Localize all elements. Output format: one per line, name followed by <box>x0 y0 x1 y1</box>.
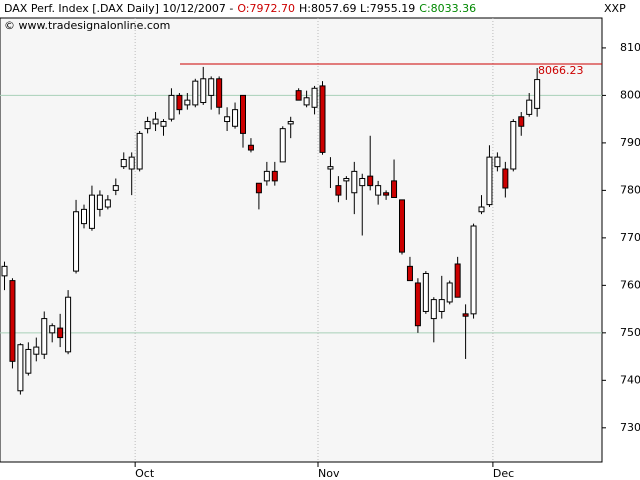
y-tick-label: 7900 <box>620 136 640 149</box>
candle-body <box>33 346 40 355</box>
candle-body <box>120 159 127 168</box>
candle-body <box>422 272 429 312</box>
candle-body <box>478 206 485 213</box>
candle-body <box>391 180 398 198</box>
header-close: C:8033.36 <box>419 2 476 15</box>
y-tick-label: 8000 <box>620 88 640 101</box>
candle-body <box>454 263 461 298</box>
candle-body <box>208 78 215 96</box>
candle-body <box>25 348 32 374</box>
header-high-low: H:8057.69 L:7955.19 <box>299 2 415 15</box>
candle-body <box>526 99 533 115</box>
candle-body <box>112 185 119 191</box>
axis-label: XXP <box>604 2 626 15</box>
x-tick-label: Dec <box>493 467 514 480</box>
candle-body <box>367 175 374 187</box>
y-tick-label: 7300 <box>620 421 640 434</box>
candle-body <box>438 299 445 312</box>
candle-body <box>224 116 231 123</box>
candle-body <box>96 194 103 210</box>
candle-body <box>41 318 48 355</box>
candle-body <box>73 211 80 272</box>
candle-body <box>192 80 199 106</box>
candle-body <box>375 185 382 196</box>
header-open: O:7972.70 <box>237 2 295 15</box>
y-tick-label: 7500 <box>620 326 640 339</box>
candle-body <box>359 178 366 187</box>
plot-area <box>0 17 603 463</box>
candle-body <box>200 78 207 104</box>
candle-body <box>136 132 143 170</box>
reference-label: 8066.23 <box>538 64 584 77</box>
candle-body <box>406 265 413 282</box>
candle-body <box>311 87 318 108</box>
chart-title: DAX Perf. Index [.DAX Daily] 10/12/2007 … <box>4 2 233 15</box>
copyright: © www.tradesignalonline.com <box>4 19 170 32</box>
candle-body <box>462 313 469 317</box>
candle-body <box>510 121 517 170</box>
candle-body <box>247 144 254 151</box>
candle-body <box>399 199 405 253</box>
candle-body <box>144 121 151 130</box>
candle-body <box>152 118 159 125</box>
candle-body <box>65 296 72 353</box>
candle-body <box>430 299 437 320</box>
candle-body <box>49 325 56 334</box>
candle-body <box>1 265 8 277</box>
candle-body <box>414 282 421 327</box>
candle-body <box>9 280 16 362</box>
y-tick-label: 7800 <box>620 183 640 196</box>
candle-body <box>287 121 294 125</box>
y-tick-label: 7700 <box>620 231 640 244</box>
candle-body <box>327 166 334 170</box>
candle-body <box>81 208 87 225</box>
candle-body <box>502 168 509 189</box>
candle-body <box>17 344 24 392</box>
candle-body <box>263 170 270 182</box>
candle-body <box>240 94 246 134</box>
candle-body <box>279 128 286 163</box>
candle-body <box>494 156 501 168</box>
candle-body <box>168 94 175 120</box>
candle-body <box>184 99 191 106</box>
candle-body <box>534 79 541 109</box>
candle-body <box>128 156 135 170</box>
x-tick-label: Oct <box>135 467 155 480</box>
candle-body <box>160 121 167 127</box>
y-tick-label: 7400 <box>620 373 640 386</box>
y-tick-label: 8100 <box>620 41 640 54</box>
candle-body <box>232 109 239 127</box>
candle-body <box>176 94 183 111</box>
x-tick-label: Nov <box>318 467 340 480</box>
candle-body <box>319 85 326 153</box>
candle-body <box>271 170 278 182</box>
candle-body <box>88 194 95 229</box>
candle-body <box>104 199 111 208</box>
candle-body <box>255 182 262 194</box>
candle-body <box>295 90 302 101</box>
candle-body <box>518 116 525 127</box>
candle-body <box>343 178 350 182</box>
candle-body <box>446 282 453 303</box>
candle-body <box>57 327 64 339</box>
candle-body <box>335 185 342 196</box>
candle-body <box>351 170 358 194</box>
y-tick-label: 7600 <box>620 278 640 291</box>
candle-body <box>470 225 477 315</box>
candle-body <box>383 192 390 196</box>
candle-body <box>486 156 493 206</box>
candle-body <box>216 78 223 108</box>
candle-body <box>303 97 310 106</box>
